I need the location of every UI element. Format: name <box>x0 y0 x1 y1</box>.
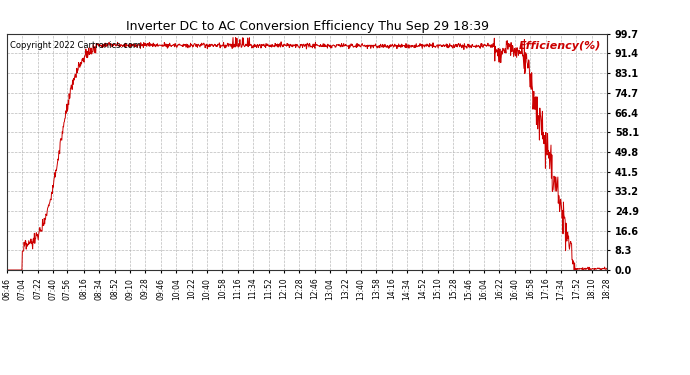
Title: Inverter DC to AC Conversion Efficiency Thu Sep 29 18:39: Inverter DC to AC Conversion Efficiency … <box>126 20 489 33</box>
Text: Copyright 2022 Cartronics.com: Copyright 2022 Cartronics.com <box>10 41 141 50</box>
Text: Efficiency(%): Efficiency(%) <box>519 41 601 51</box>
